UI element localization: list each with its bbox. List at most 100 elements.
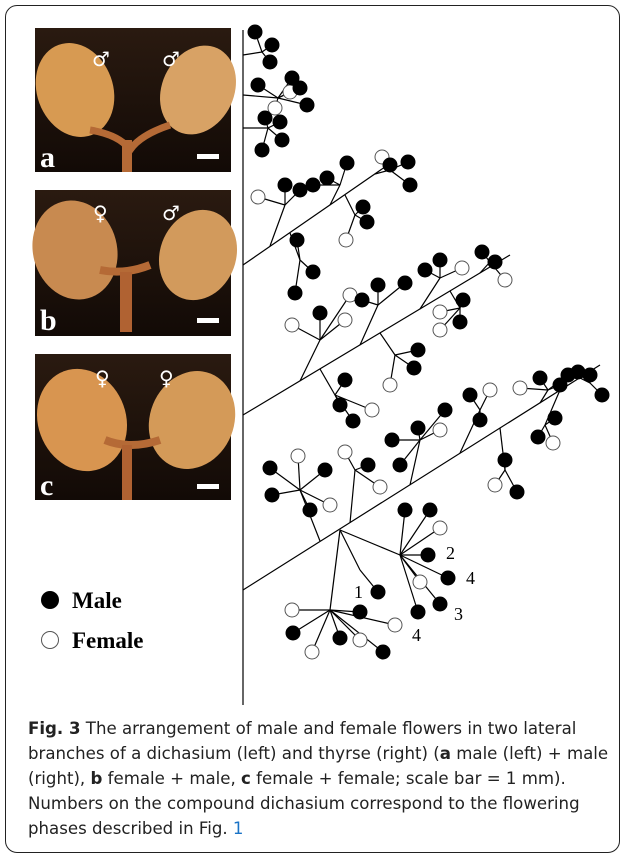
male-flower	[356, 200, 370, 214]
figure-caption: Fig. 3 The arrangement of male and femal…	[28, 716, 613, 841]
male-flower	[441, 571, 455, 585]
phase-number: 2	[446, 543, 455, 563]
male-flower	[548, 411, 562, 425]
caption-bold: a	[440, 744, 451, 763]
male-flower	[355, 293, 369, 307]
branch	[330, 530, 340, 610]
branch	[350, 470, 355, 523]
sex-symbol: ♂	[162, 47, 180, 71]
male-flower	[248, 25, 262, 39]
male-flower	[453, 315, 467, 329]
male-flower	[421, 548, 435, 562]
female-flower	[365, 403, 379, 417]
female-flower	[285, 318, 299, 332]
male-flower	[411, 343, 425, 357]
male-flower	[403, 178, 417, 192]
male-flower	[473, 413, 487, 427]
male-flower	[463, 388, 477, 402]
panel-label: c	[40, 469, 53, 502]
female-flower	[433, 423, 447, 437]
panel-label: a	[40, 141, 55, 174]
male-flower	[398, 503, 412, 517]
panel-label: b	[40, 304, 57, 337]
branch	[345, 195, 355, 215]
female-flower	[339, 233, 353, 247]
sex-symbol: ♀	[93, 201, 108, 225]
female-flower	[483, 383, 497, 397]
male-flower	[333, 631, 347, 645]
male-flower	[251, 78, 265, 92]
legend-label: Female	[72, 628, 144, 653]
male-flower	[595, 388, 609, 402]
phase-number: 1	[354, 582, 363, 602]
male-flower	[333, 398, 347, 412]
male-flower	[411, 421, 425, 435]
male-flower	[393, 458, 407, 472]
female-flower	[388, 618, 402, 632]
caption-bold: c	[241, 769, 251, 788]
branch	[340, 530, 400, 555]
female-flower	[323, 498, 337, 512]
male-flower	[510, 485, 524, 499]
male-flower	[371, 278, 385, 292]
legend-female-icon	[42, 632, 59, 649]
branch	[540, 390, 548, 403]
sex-symbol: ♂	[162, 201, 180, 225]
photo-c: c ♀ ♀	[23, 354, 250, 502]
male-flower	[383, 158, 397, 172]
female-flower	[488, 478, 502, 492]
branch	[320, 369, 335, 395]
male-flower	[385, 433, 399, 447]
male-flower	[278, 178, 292, 192]
male-flower	[411, 605, 425, 619]
female-flower	[251, 190, 265, 204]
female-flower	[498, 273, 512, 287]
phase-number: 4	[466, 568, 475, 588]
figure: a ♂ ♂ b ♀ ♂ c ♀ ♀ Male Female 2 4 1 3	[0, 0, 627, 710]
male-flower	[418, 263, 432, 277]
male-flower	[438, 403, 452, 417]
figure-link[interactable]: 1	[233, 819, 244, 838]
male-flower	[293, 81, 307, 95]
inflorescence-diagram	[243, 25, 609, 705]
male-flower	[488, 255, 502, 269]
caption-bold: b	[91, 769, 103, 788]
male-flower	[258, 111, 272, 125]
male-flower	[263, 461, 277, 475]
female-flower	[513, 381, 527, 395]
female-flower	[546, 436, 560, 450]
photo-b: b ♀ ♂	[21, 190, 249, 337]
male-flower	[273, 115, 287, 129]
branch	[420, 278, 440, 309]
male-flower	[346, 414, 360, 428]
male-flower	[255, 143, 269, 157]
female-flower	[338, 445, 352, 459]
male-flower	[293, 183, 307, 197]
male-flower	[320, 171, 334, 185]
female-flower	[433, 521, 447, 535]
male-flower	[306, 265, 320, 279]
phase-number: 3	[454, 604, 463, 624]
branch	[243, 52, 262, 55]
male-flower	[433, 597, 447, 611]
female-flower	[291, 449, 305, 463]
male-flower	[275, 133, 289, 147]
branch	[243, 95, 278, 98]
male-flower	[303, 503, 317, 517]
male-flower	[571, 365, 585, 379]
male-flower	[338, 373, 352, 387]
male-flower	[288, 286, 302, 300]
male-flower	[300, 98, 314, 112]
male-flower	[361, 458, 375, 472]
branch	[380, 333, 395, 355]
male-flower	[263, 55, 277, 69]
female-flower	[373, 480, 387, 494]
male-flower	[533, 371, 547, 385]
male-flower	[376, 645, 390, 659]
male-flower	[290, 233, 304, 247]
legend-male-icon	[41, 591, 59, 609]
male-flower	[286, 626, 300, 640]
male-flower	[407, 361, 421, 375]
sex-symbol: ♀	[95, 366, 110, 390]
male-flower	[398, 276, 412, 290]
